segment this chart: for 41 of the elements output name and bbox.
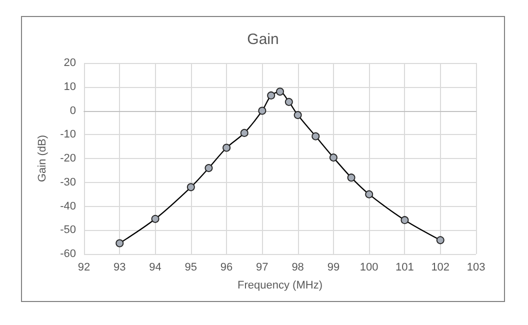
point [347,174,356,182]
x-tick-label: 93 [114,262,126,274]
x-axis-title: Frequency (MHz) [238,280,322,292]
point [436,236,444,244]
point [267,91,276,100]
x-tick-label: 99 [327,262,340,274]
y-tick-label: -60 [60,248,76,260]
point [312,132,320,140]
point [284,98,293,106]
y-tick-label: -40 [60,200,76,212]
point [400,216,409,224]
y-tick-label: 10 [64,80,76,93]
x-tick-label: 94 [149,262,162,274]
point [329,154,338,162]
x-tick-label: 103 [466,262,486,274]
x-tick-label: 97 [256,262,268,274]
x-tick-label: 98 [292,262,304,274]
point [116,239,124,248]
point [186,183,195,192]
y-tick-label: -30 [60,176,76,188]
point [204,164,213,172]
y-tick-label: -20 [60,152,76,164]
y-tick-label: -50 [60,224,76,236]
x-tick-label: 92 [78,262,90,274]
x-tick-label: 102 [431,262,450,274]
point [365,190,374,198]
point [240,128,248,137]
y-tick-label: 0 [70,104,76,117]
point [222,144,231,152]
chart-title: Gain [247,31,279,48]
point [276,88,284,96]
y-tick-label: 20 [64,57,76,69]
x-tick-label: 96 [220,262,233,274]
x-tick-label: 95 [184,262,198,274]
point [258,106,266,115]
x-tick-label: 101 [396,262,414,274]
y-axis-title: Gain (dB) [36,134,48,182]
x-tick-label: 100 [360,262,378,274]
y-tick-label: -10 [60,128,76,141]
point [151,214,160,223]
point [294,111,302,120]
